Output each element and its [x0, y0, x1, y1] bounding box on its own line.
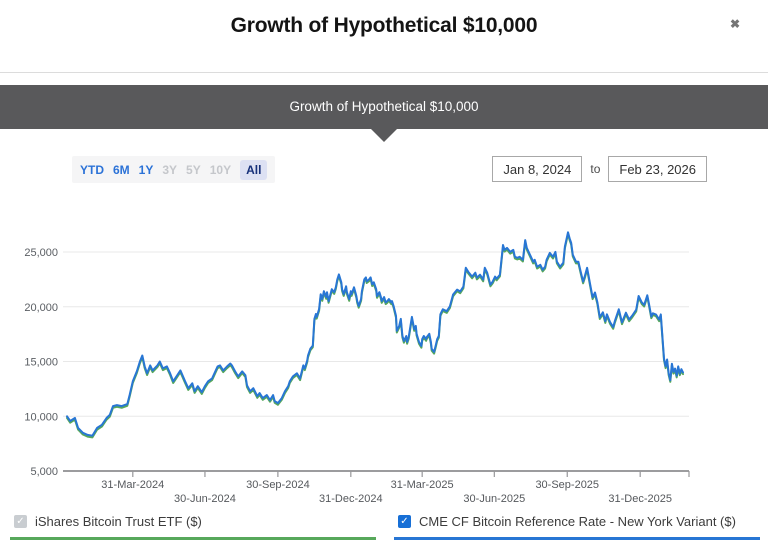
chart-legend: ✓ iShares Bitcoin Trust ETF ($) ✓ CME CF…: [0, 514, 768, 546]
checkmark-icon: ✓: [400, 516, 409, 527]
x-axis-label-30-Jun-2024: 30-Jun-2024: [174, 493, 236, 505]
range-button-5y: 5Y: [186, 162, 201, 177]
legend-label-ishares: iShares Bitcoin Trust ETF ($): [35, 514, 202, 529]
start-date-input[interactable]: Jan 8, 2024: [492, 156, 583, 182]
time-range-selector: YTD 6M 1Y 3Y 5Y 10Y All: [72, 156, 276, 183]
range-button-3y: 3Y: [162, 162, 178, 177]
y-axis-label-10000: 10,000: [24, 411, 58, 423]
series-line-cme-brr[interactable]: [66, 231, 684, 437]
legend-item-ishares[interactable]: ✓ iShares Bitcoin Trust ETF ($): [14, 514, 202, 529]
legend-underline-ishares: [10, 537, 376, 540]
x-axis-label-30-Jun-2025: 30-Jun-2025: [463, 493, 525, 505]
growth-chart[interactable]: 5,000 10,000 15,000 20,000 25,000 31-Mar-2024…: [0, 200, 768, 510]
legend-item-cme-brr[interactable]: ✓ CME CF Bitcoin Reference Rate - New Yo…: [398, 514, 736, 529]
x-axis-label-30-Sep-2025: 30-Sep-2025: [535, 479, 599, 491]
y-axis-label-15000: 15,000: [24, 357, 58, 369]
checkbox-ishares[interactable]: ✓: [14, 515, 27, 528]
page-title: Growth of Hypothetical $10,000: [230, 14, 538, 37]
end-date-input[interactable]: Feb 23, 2026: [608, 156, 707, 182]
range-button-10y: 10Y: [209, 162, 232, 177]
legend-underline-cme-brr: [394, 537, 760, 540]
y-axis-label-20000: 20,000: [24, 302, 58, 314]
date-range-controls: Jan 8, 2024 to Feb 23, 2026: [492, 156, 707, 182]
y-axis-label-5000: 5,000: [30, 466, 58, 478]
chart-banner: Growth of Hypothetical $10,000: [0, 85, 768, 129]
range-button-1y[interactable]: 1Y: [138, 162, 154, 177]
banner-pointer-icon: [371, 129, 397, 142]
y-axis-label-25000: 25,000: [24, 247, 58, 259]
x-axis-label-31-Mar-2024: 31-Mar-2024: [101, 479, 164, 491]
range-button-ytd[interactable]: YTD: [80, 162, 104, 177]
checkmark-icon: ✓: [16, 516, 25, 527]
x-axis-label-31-Dec-2024: 31-Dec-2024: [319, 493, 383, 505]
x-axis-label-30-Sep-2024: 30-Sep-2024: [246, 479, 310, 491]
legend-label-cme-brr: CME CF Bitcoin Reference Rate - New York…: [419, 514, 736, 529]
range-button-6m[interactable]: 6M: [113, 162, 130, 177]
series-line-ishares[interactable]: [66, 233, 684, 439]
checkbox-cme-brr[interactable]: ✓: [398, 515, 411, 528]
date-to-label: to: [590, 162, 601, 176]
divider: [0, 72, 768, 73]
range-button-all[interactable]: All: [240, 159, 268, 180]
x-axis-label-31-Dec-2025: 31-Dec-2025: [608, 493, 672, 505]
close-icon[interactable]: ✖: [729, 17, 740, 31]
x-axis-label-31-Mar-2025: 31-Mar-2025: [391, 479, 454, 491]
